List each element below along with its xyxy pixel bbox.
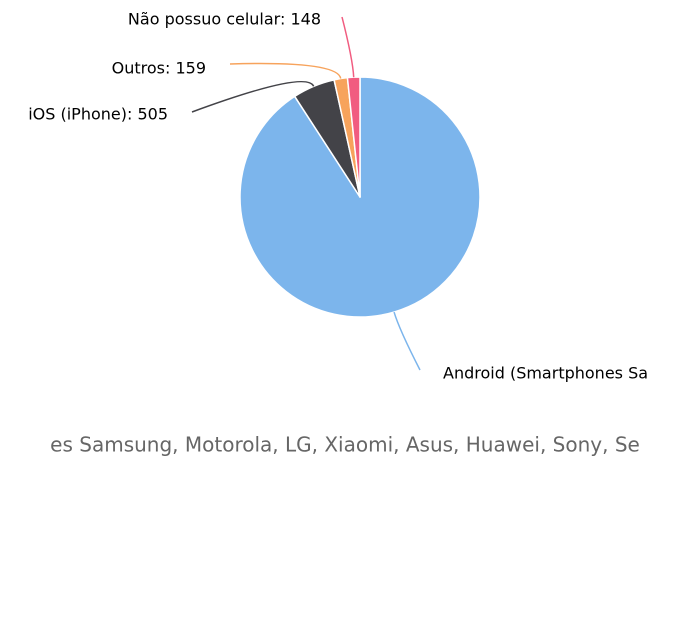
data-label: Android (Smartphones Sa xyxy=(443,364,648,383)
legend-item: es Samsung, Motorola, LG, Xiaomi, Asus, … xyxy=(50,433,640,457)
plot: Android (Smartphones Sa iOS (iPhone): 505… xyxy=(28,10,648,457)
connector xyxy=(229,62,342,79)
connector xyxy=(191,80,315,113)
connector xyxy=(393,311,421,371)
data-label: iOS (iPhone): 505 xyxy=(28,105,168,124)
data-label: Não possuo celular: 148 xyxy=(128,10,321,29)
connector xyxy=(341,16,355,78)
data-label: Outros: 159 xyxy=(112,59,206,78)
